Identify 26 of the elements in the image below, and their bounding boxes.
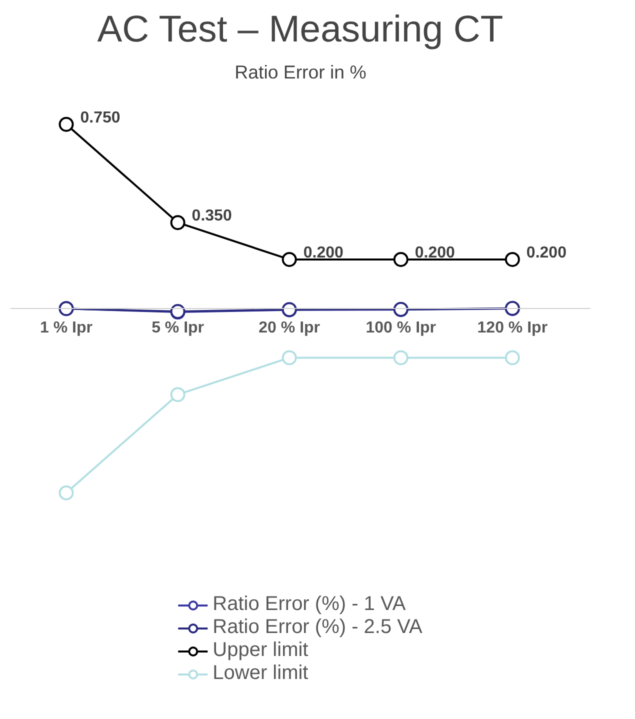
point xyxy=(393,252,408,267)
legend-label: Upper limit xyxy=(212,639,308,662)
legend-label: Ratio Error (%) - 1 VA xyxy=(212,593,406,616)
point xyxy=(170,387,186,402)
point xyxy=(282,350,297,366)
data-label: 0.350 xyxy=(192,208,232,225)
point xyxy=(282,252,297,267)
data-label: 0.200 xyxy=(526,244,567,262)
point xyxy=(393,350,408,366)
legend-label: Lower limit xyxy=(212,662,308,685)
chart-subtitle: Ratio Error in % xyxy=(234,62,366,82)
x-tick-label: 1 % Ipr xyxy=(40,320,93,337)
point xyxy=(504,252,520,267)
point xyxy=(58,485,74,500)
x-tick-label: 100 % Ipr xyxy=(366,320,436,337)
point xyxy=(58,116,74,132)
point xyxy=(170,215,186,230)
legend-label: Ratio Error (%) - 2.5 VA xyxy=(212,616,422,639)
chart-title: AC Test – Measuring CT xyxy=(97,8,504,50)
x-tick-label: 5 % Ipr xyxy=(152,320,204,337)
x-tick-label: 120 % Ipr xyxy=(477,320,548,337)
data-label: 0.200 xyxy=(303,244,344,262)
x-tick-label: 20 % Ipr xyxy=(258,320,320,337)
data-label: 0.750 xyxy=(80,109,120,126)
data-label: 0.200 xyxy=(414,244,456,262)
point xyxy=(504,350,520,366)
